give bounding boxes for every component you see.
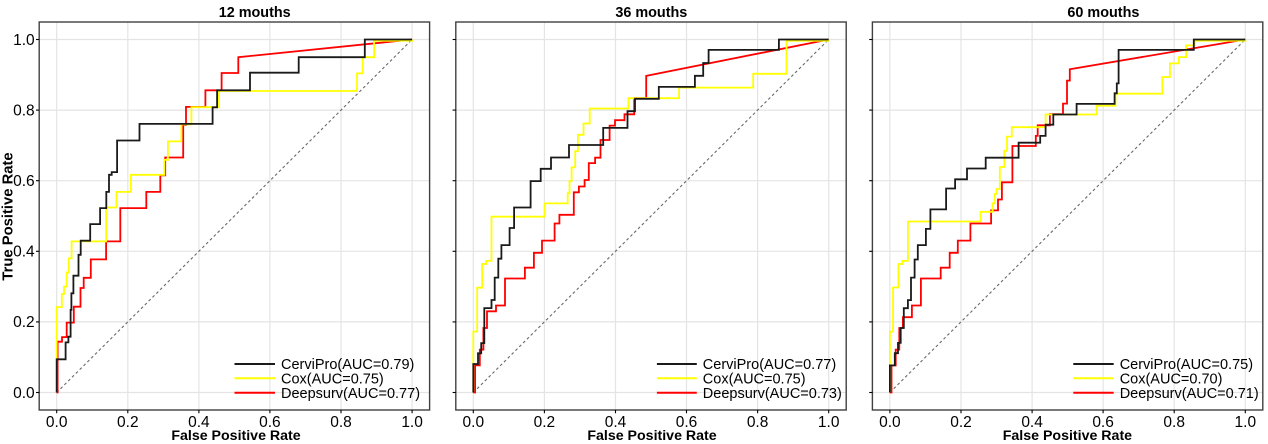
svg-text:1.0: 1.0 (13, 32, 35, 49)
svg-text:Cox(AUC=0.75): Cox(AUC=0.75) (281, 371, 384, 387)
svg-text:1.0: 1.0 (1235, 414, 1257, 431)
svg-text:CerviPro(AUC=0.79): CerviPro(AUC=0.79) (281, 357, 414, 373)
svg-text:True Positive Rate: True Positive Rate (1, 152, 17, 280)
svg-text:0.2: 0.2 (117, 414, 139, 431)
svg-text:0.8: 0.8 (330, 414, 352, 431)
svg-text:0.0: 0.0 (463, 414, 485, 431)
svg-text:Deepsurv(AUC=0.73): Deepsurv(AUC=0.73) (703, 386, 842, 402)
svg-text:0.4: 0.4 (1021, 414, 1043, 431)
svg-text:36 mouths: 36 mouths (615, 5, 687, 21)
svg-text:Deepsurv(AUC=0.77): Deepsurv(AUC=0.77) (281, 386, 420, 402)
svg-text:CerviPro(AUC=0.75): CerviPro(AUC=0.75) (1120, 357, 1253, 373)
svg-text:0.6: 0.6 (1092, 414, 1114, 431)
svg-text:False Positive Rate: False Positive Rate (1003, 428, 1132, 444)
svg-text:0.2: 0.2 (13, 314, 35, 331)
svg-text:False Positive Rate: False Positive Rate (587, 428, 716, 444)
svg-text:0.6: 0.6 (13, 173, 35, 190)
svg-text:0.8: 0.8 (13, 102, 35, 119)
svg-text:0.6: 0.6 (259, 414, 281, 431)
svg-text:1.0: 1.0 (401, 414, 423, 431)
svg-text:0.2: 0.2 (950, 414, 972, 431)
svg-text:CerviPro(AUC=0.77): CerviPro(AUC=0.77) (703, 357, 836, 373)
svg-text:False Positive Rate: False Positive Rate (171, 428, 300, 444)
svg-text:0.2: 0.2 (534, 414, 556, 431)
svg-text:0.4: 0.4 (13, 244, 35, 261)
svg-text:0.4: 0.4 (188, 414, 210, 431)
svg-text:1.0: 1.0 (818, 414, 840, 431)
svg-text:0.6: 0.6 (676, 414, 698, 431)
svg-text:Cox(AUC=0.75): Cox(AUC=0.75) (703, 371, 806, 387)
svg-text:60 mouths: 60 mouths (1067, 5, 1139, 21)
svg-text:Cox(AUC=0.70): Cox(AUC=0.70) (1120, 371, 1223, 387)
svg-text:0.8: 0.8 (1163, 414, 1185, 431)
svg-text:0.8: 0.8 (747, 414, 769, 431)
svg-text:Deepsurv(AUC=0.71): Deepsurv(AUC=0.71) (1120, 386, 1259, 402)
svg-text:0.0: 0.0 (46, 414, 68, 431)
svg-text:0.0: 0.0 (13, 385, 35, 402)
svg-text:0.0: 0.0 (879, 414, 901, 431)
svg-text:12 mouths: 12 mouths (219, 5, 291, 21)
svg-text:0.4: 0.4 (605, 414, 627, 431)
